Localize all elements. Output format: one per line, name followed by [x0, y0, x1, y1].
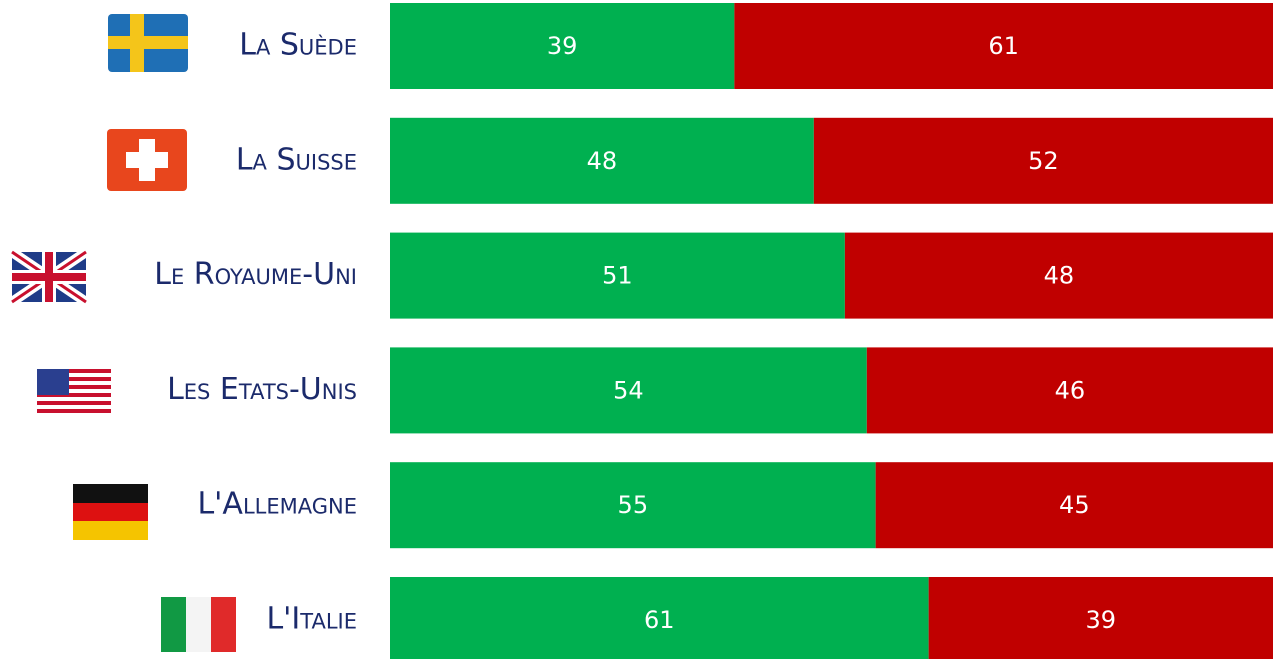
bar-segment [875, 462, 1273, 549]
value-label: 61 [644, 606, 675, 634]
bar-segment [866, 347, 1273, 434]
category-label: Les Etats-Unis [167, 372, 357, 407]
bar-segment [390, 117, 814, 204]
flag-uk [9, 247, 89, 307]
value-label: 46 [1055, 376, 1086, 404]
flag-italy [161, 597, 236, 652]
bar-segment [844, 232, 1273, 319]
category-label: La Suisse [236, 142, 357, 177]
bar-segment [390, 232, 845, 319]
bar-segment [734, 3, 1273, 89]
bar-segment [390, 3, 735, 89]
value-label: 51 [602, 262, 633, 290]
bar-segment [390, 462, 876, 549]
category-label: Le Royaume-Uni [154, 257, 357, 292]
category-label: La Suède [239, 28, 357, 63]
value-label: 48 [587, 147, 618, 175]
value-label: 45 [1059, 491, 1090, 519]
flag-usa [37, 369, 111, 418]
bar-segment [390, 577, 929, 659]
value-label: 48 [1044, 262, 1075, 290]
value-label: 39 [547, 32, 578, 60]
bar-segment [813, 117, 1273, 204]
bar-segment [928, 577, 1273, 659]
value-label: 55 [618, 491, 649, 519]
value-label: 61 [988, 32, 1019, 60]
value-label: 54 [613, 376, 644, 404]
value-label: 52 [1028, 147, 1059, 175]
category-label: L'Italie [266, 602, 357, 637]
value-label: 39 [1086, 606, 1117, 634]
bar-segment [390, 347, 867, 434]
flag-switzerland [107, 129, 187, 191]
category-label: L'Allemagne [197, 487, 357, 522]
flag-germany [73, 484, 148, 540]
flag-sweden [108, 14, 188, 72]
